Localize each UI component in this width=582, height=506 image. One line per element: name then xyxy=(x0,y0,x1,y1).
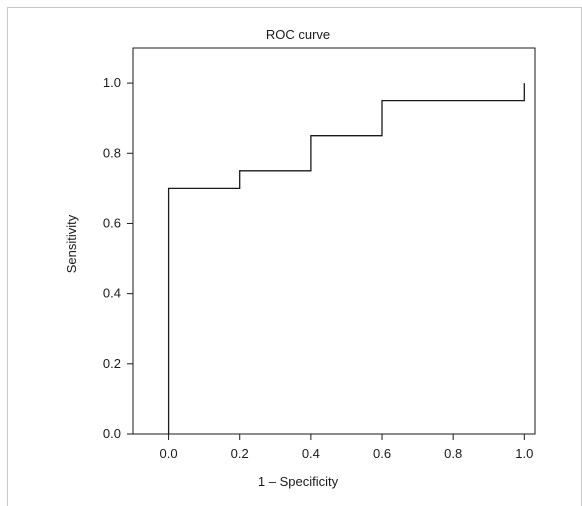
y-tick-label: 0.0 xyxy=(103,426,121,441)
x-tick-label: 1.0 xyxy=(515,446,533,461)
y-tick-label: 0.8 xyxy=(103,145,121,160)
y-tick-label: 0.4 xyxy=(103,286,121,301)
roc-curve-line xyxy=(167,83,525,434)
x-axis-ticks: 0.0 0.2 0.4 0.6 0.8 1.0 xyxy=(160,434,533,461)
y-tick-label: 1.0 xyxy=(103,75,121,90)
x-tick-label: 0.6 xyxy=(373,446,391,461)
chart-title: ROC curve xyxy=(266,27,330,42)
x-tick-label: 0.0 xyxy=(160,446,178,461)
y-axis-title: Sensitivity xyxy=(64,214,79,273)
roc-series xyxy=(167,83,525,434)
x-tick-label: 0.2 xyxy=(231,446,249,461)
plot-area xyxy=(132,47,536,435)
x-tick-label: 0.4 xyxy=(302,446,320,461)
x-tick-label: 0.8 xyxy=(444,446,462,461)
y-tick-label: 0.6 xyxy=(103,215,121,230)
x-axis-title: 1 – Specificity xyxy=(258,474,339,489)
y-tick-label: 0.2 xyxy=(103,356,121,371)
y-axis-ticks: 0.0 0.2 0.4 0.6 0.8 1.0 xyxy=(103,75,133,441)
